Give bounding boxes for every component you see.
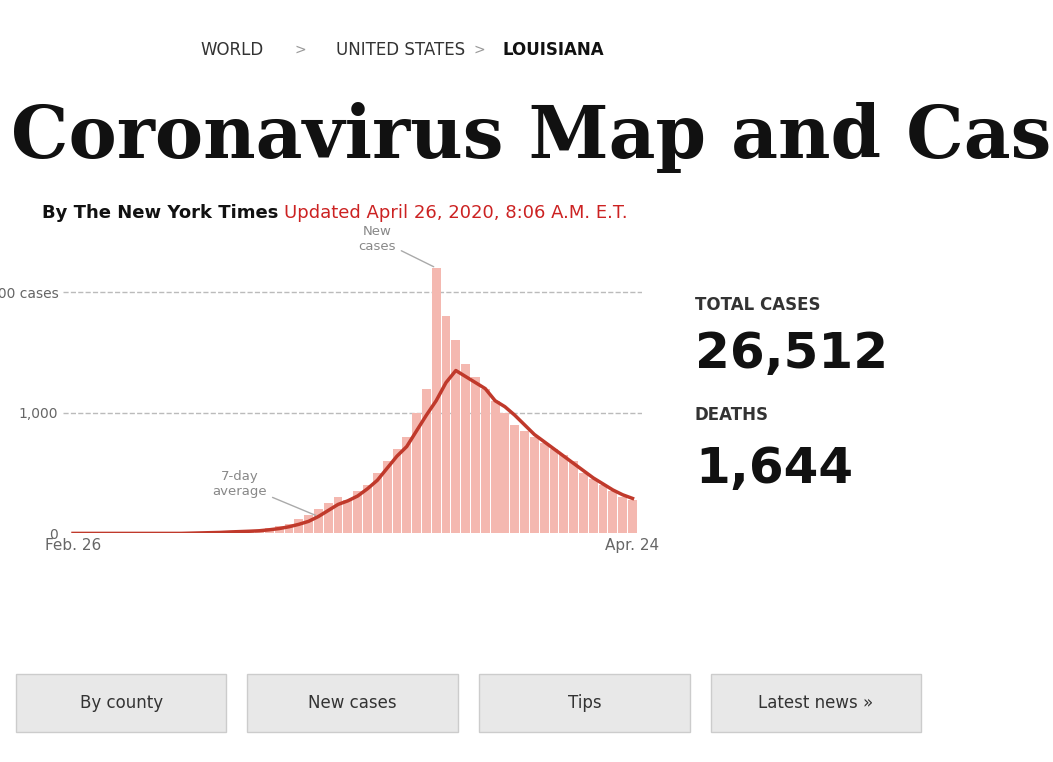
Bar xyxy=(530,437,539,533)
Bar xyxy=(628,500,637,533)
Bar xyxy=(373,473,382,533)
Bar xyxy=(324,503,333,533)
Bar xyxy=(520,431,529,533)
Text: New
cases: New cases xyxy=(358,225,434,267)
Text: 26,512: 26,512 xyxy=(695,331,888,378)
Bar xyxy=(314,509,323,533)
Text: 7-day
average: 7-day average xyxy=(213,470,316,515)
Bar xyxy=(236,531,244,533)
Bar xyxy=(363,485,372,533)
Bar xyxy=(265,528,274,533)
Text: New cases: New cases xyxy=(309,694,397,712)
Text: 1,644: 1,644 xyxy=(695,445,853,492)
Bar xyxy=(432,268,440,533)
Text: By county: By county xyxy=(80,694,162,712)
Bar xyxy=(422,389,431,533)
Text: TOTAL CASES: TOTAL CASES xyxy=(695,296,820,314)
Bar xyxy=(382,461,392,533)
Bar xyxy=(441,316,451,533)
Bar xyxy=(511,425,519,533)
Bar xyxy=(452,341,460,533)
Bar xyxy=(540,443,549,533)
Text: Coronavirus Map and Case: Coronavirus Map and Case xyxy=(11,101,1053,173)
Bar xyxy=(570,461,578,533)
Bar xyxy=(206,532,215,533)
Bar xyxy=(225,531,235,533)
Bar xyxy=(255,530,264,533)
Bar xyxy=(353,491,362,533)
Bar xyxy=(461,364,470,533)
Bar xyxy=(304,515,313,533)
Bar xyxy=(599,485,608,533)
Bar xyxy=(491,401,499,533)
Bar xyxy=(618,498,628,533)
Text: Tips: Tips xyxy=(568,694,601,712)
Bar xyxy=(275,526,283,533)
Bar xyxy=(412,413,421,533)
Bar xyxy=(402,437,411,533)
Bar xyxy=(550,449,558,533)
Text: LOUISIANA: LOUISIANA xyxy=(502,40,603,59)
Bar xyxy=(559,455,569,533)
Bar xyxy=(245,530,254,533)
Bar xyxy=(471,376,480,533)
Text: >: > xyxy=(294,43,306,56)
Text: Updated April 26, 2020, 8:06 A.M. E.T.: Updated April 26, 2020, 8:06 A.M. E.T. xyxy=(284,204,628,223)
Bar xyxy=(589,479,598,533)
Bar xyxy=(481,389,490,533)
Text: DEATHS: DEATHS xyxy=(695,406,769,424)
Bar xyxy=(609,491,617,533)
Text: >: > xyxy=(473,43,485,56)
Bar xyxy=(284,523,294,533)
Text: UNITED STATES: UNITED STATES xyxy=(336,40,464,59)
Text: By The New York Times: By The New York Times xyxy=(42,204,278,223)
Bar xyxy=(216,532,224,533)
Bar xyxy=(343,500,353,533)
Bar xyxy=(579,473,588,533)
Bar xyxy=(393,449,401,533)
Text: WORLD: WORLD xyxy=(200,40,263,59)
Bar xyxy=(500,413,510,533)
Bar xyxy=(295,519,303,533)
Text: Latest news »: Latest news » xyxy=(758,694,874,712)
Bar xyxy=(334,498,342,533)
